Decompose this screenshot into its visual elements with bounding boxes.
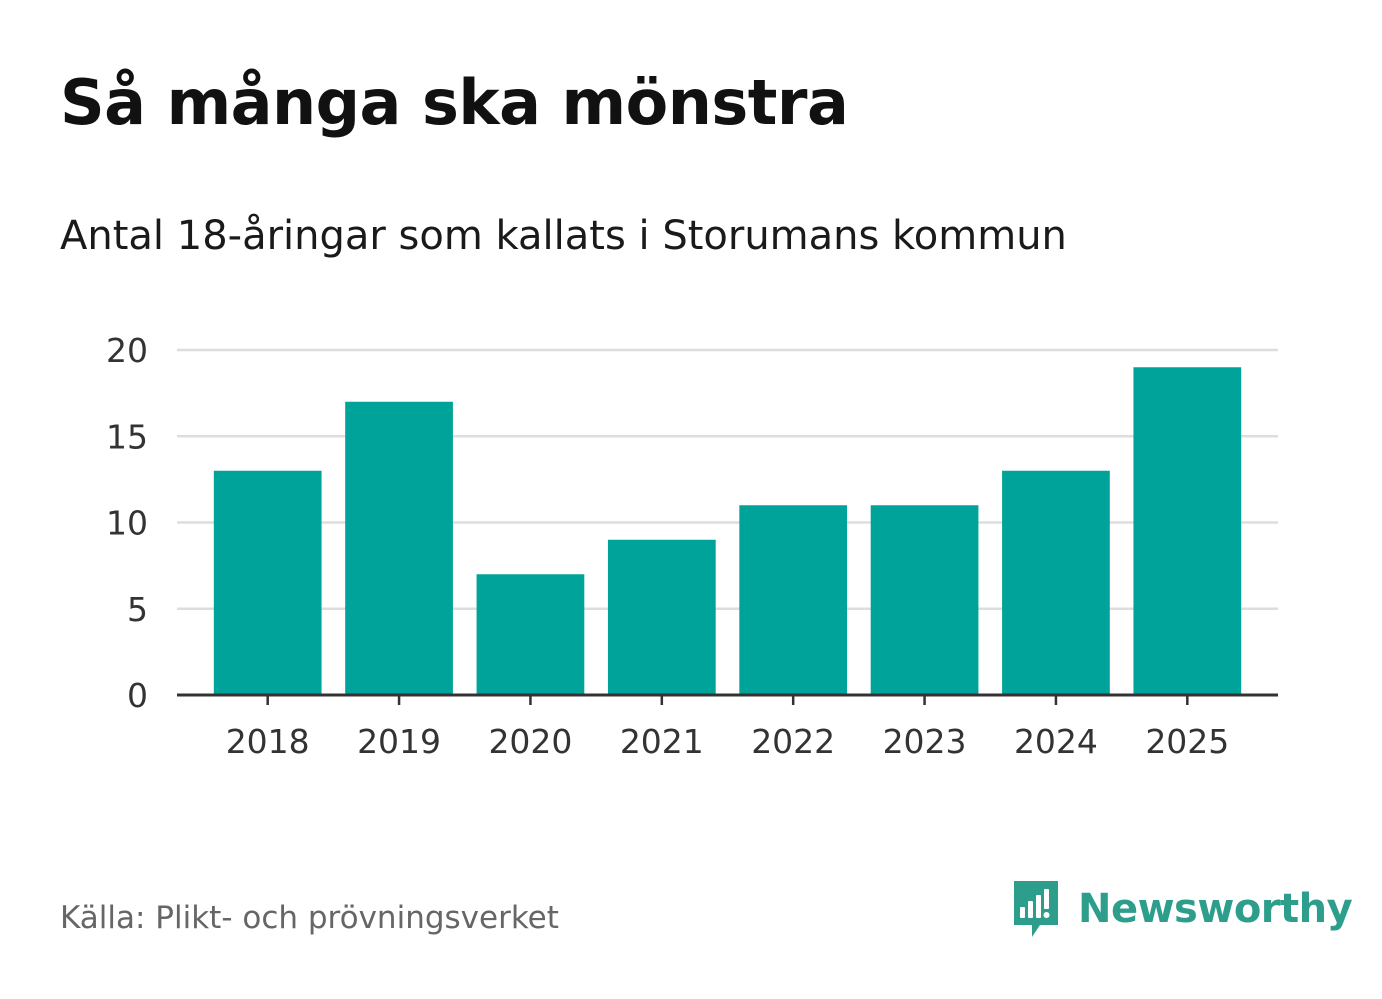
bar-2021 [607,539,716,695]
x-tick-label: 2025 [1145,722,1229,761]
source-note: Källa: Plikt- och prövningsverket [60,900,559,936]
gridlines [177,348,1278,610]
y-tick-label: 5 [127,590,148,629]
x-axis [177,693,1278,705]
bar-2018 [213,470,322,695]
bar-2019 [345,401,453,695]
chart-subtitle: Antal 18-åringar som kallats i Storumans… [60,213,1067,259]
y-tick-label: 20 [106,331,148,370]
bar-2024 [1002,470,1110,695]
bar-2023 [870,505,979,695]
newsworthy-logo-icon [1014,881,1058,937]
x-tick-label: 2022 [751,722,835,761]
brand-logo: Newsworthy [1010,876,1353,942]
x-tick-label: 2018 [226,722,310,761]
y-tick-label: 0 [127,676,148,715]
x-tick-label: 2019 [357,722,441,761]
bars [213,367,1242,695]
bar-2022 [739,505,848,695]
bar-2025 [1133,367,1242,695]
tick-labels: 0 5 10 15 20 2018 2019 2020 2021 2022 2023 2024 2025 [106,331,1229,761]
x-tick-label: 2024 [1014,722,1098,761]
y-tick-label: 10 [106,504,148,543]
y-tick-label: 15 [106,417,148,456]
bar-2020 [476,574,585,695]
chart-title: Så många ska mönstra [60,66,849,139]
x-tick-label: 2021 [620,722,704,761]
x-tick-label: 2020 [488,722,572,761]
brand-name: Newsworthy [1078,886,1353,932]
x-tick-label: 2023 [883,722,967,761]
